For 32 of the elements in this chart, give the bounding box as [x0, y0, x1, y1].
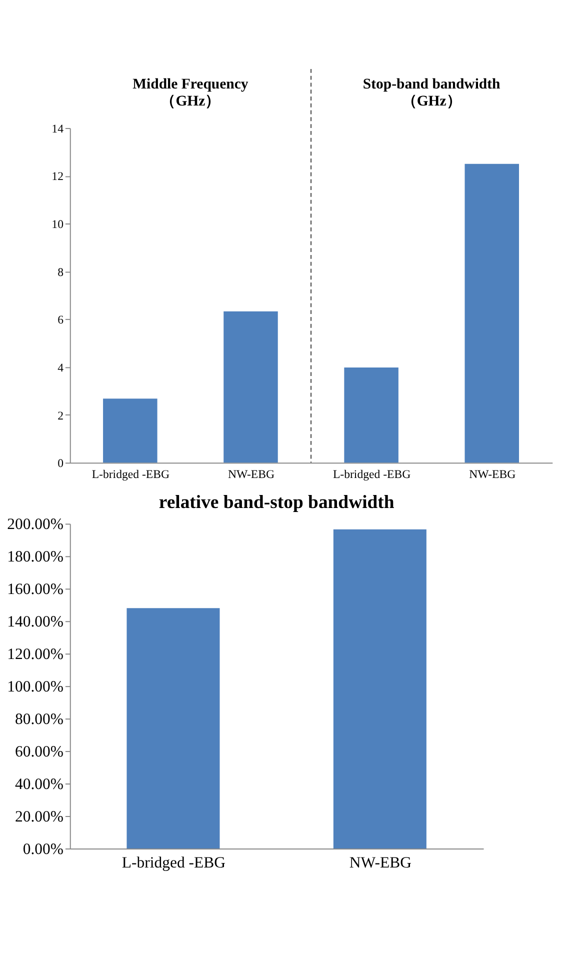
y-tick-label: 8	[58, 264, 64, 279]
x-tick-label: NW-EBG	[228, 466, 275, 481]
x-tick-label: L-bridged -EBG	[122, 854, 226, 872]
x-tick-label: NW-EBG	[469, 466, 516, 481]
bar	[224, 311, 278, 463]
y-tick-label: 4	[58, 360, 64, 374]
y-tick-label: 180.00%	[7, 548, 64, 566]
y-tick-label: 14	[52, 121, 64, 136]
y-tick-label: 60.00%	[14, 743, 64, 760]
bar	[464, 164, 519, 463]
y-tick-label: 40.00%	[14, 776, 64, 793]
text: Middle Frequency （GHz）	[132, 76, 249, 110]
y-tick-label: 100.00%	[7, 678, 64, 696]
y-tick-label: 20.00%	[14, 808, 64, 826]
text: Stop-band bandwidth （GHz）	[362, 76, 500, 110]
y-tick-label: 160.00%	[7, 581, 64, 598]
x-tick-label: L-bridged -EBG	[92, 466, 170, 481]
y-tick-label: 6	[58, 312, 64, 327]
y-tick-label: 0.00%	[22, 840, 64, 858]
x-tick-label: L-bridged -EBG	[332, 466, 412, 481]
y-tick-label: 12	[52, 169, 64, 184]
y-tick-label: 0	[58, 456, 64, 470]
x-tick-label: NW-EBG	[349, 854, 412, 872]
bar	[344, 368, 398, 463]
y-tick-label: 2	[58, 408, 64, 422]
bar	[103, 398, 158, 463]
y-tick-label: 140.00%	[7, 614, 64, 631]
y-tick-label: 10	[52, 217, 64, 232]
chart-title: relative band-stop bandwidth	[158, 492, 395, 513]
y-tick-label: 80.00%	[14, 710, 64, 728]
y-tick-label: 200.00%	[7, 516, 64, 534]
y-tick-label: 120.00%	[7, 646, 64, 664]
